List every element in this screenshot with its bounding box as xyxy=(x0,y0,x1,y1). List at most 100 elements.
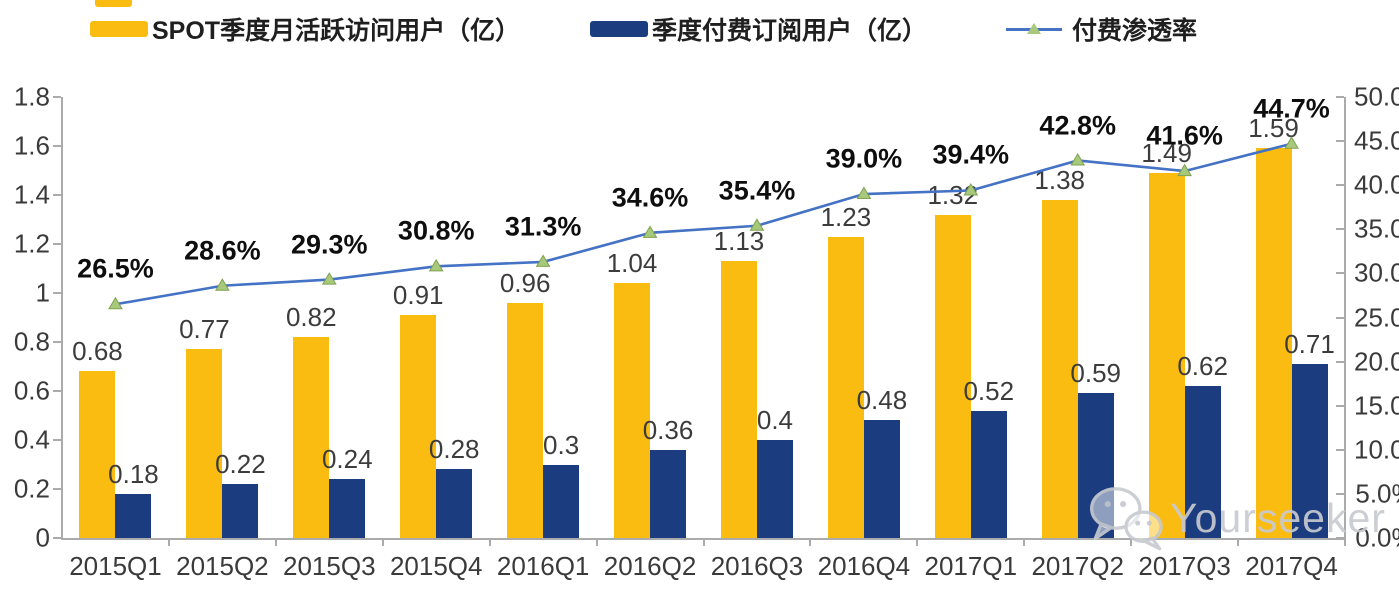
mau-bar xyxy=(400,315,437,538)
x-axis-tick xyxy=(595,538,598,546)
subs-value-label: 0.3 xyxy=(543,429,580,460)
subs-bar xyxy=(222,484,259,538)
x-axis-label: 2017Q3 xyxy=(1138,551,1231,581)
x-axis-tick xyxy=(1344,538,1346,546)
left-axis-tick xyxy=(53,145,61,147)
right-axis-tick-label: 45.0% xyxy=(1354,125,1399,156)
left-axis-tick xyxy=(53,292,61,294)
x-axis-label: 2017Q1 xyxy=(924,551,1018,581)
right-axis-tick-label: 10.0% xyxy=(1354,434,1399,465)
mau-value-label: 0.82 xyxy=(285,301,337,332)
x-axis-tick xyxy=(167,538,170,546)
left-axis-tick-label: 1.6 xyxy=(13,130,50,161)
penetration-marker xyxy=(428,258,444,272)
mau-value-label: 1.38 xyxy=(1034,164,1086,195)
left-axis-tick xyxy=(53,243,61,245)
penetration-marker xyxy=(642,225,658,238)
subs-value-label: 0.28 xyxy=(428,434,480,465)
mau-value-label: 1.23 xyxy=(820,201,872,232)
right-axis-tick xyxy=(1336,316,1344,319)
penetration-label: 39.0% xyxy=(825,143,903,174)
subs-bar xyxy=(115,493,152,538)
subs-value-label: 0.22 xyxy=(215,448,266,479)
left-axis-tick-label: 0.2 xyxy=(13,473,50,504)
penetration-label: 28.6% xyxy=(184,235,261,266)
cropped-legend-fragment xyxy=(95,0,132,7)
legend-item-subs: 季度付费订阅用户（亿） xyxy=(590,12,927,46)
subs-bar xyxy=(543,464,580,538)
left-axis-tick xyxy=(53,390,61,392)
subs-bar xyxy=(329,479,366,538)
right-axis-line xyxy=(1344,97,1346,540)
subs-value-label: 0.62 xyxy=(1177,350,1228,381)
left-axis-line xyxy=(61,97,63,540)
x-axis-tick xyxy=(702,538,705,546)
left-axis-tick-label: 1 xyxy=(35,277,50,308)
mau-value-label: 0.91 xyxy=(392,279,444,310)
subs-bar xyxy=(650,449,687,538)
subs-bar xyxy=(436,469,473,538)
subs-bar xyxy=(756,440,793,538)
mau-legend-swatch xyxy=(90,21,148,37)
left-axis-tick-label: 0.4 xyxy=(13,424,50,455)
x-axis-label: 2016Q2 xyxy=(603,551,697,581)
x-axis-label: 2015Q2 xyxy=(176,551,269,581)
penetration-marker xyxy=(856,186,872,200)
right-axis-tick xyxy=(1336,448,1344,451)
penetration-label: 41.6% xyxy=(1146,120,1223,151)
x-axis-label: 2017Q4 xyxy=(1245,551,1338,581)
x-axis-tick xyxy=(1237,538,1240,546)
watermark: Yourseeker xyxy=(1088,485,1386,551)
subs-value-label: 0.48 xyxy=(856,385,908,416)
left-axis-tick xyxy=(53,439,61,441)
right-axis-tick-label: 50.0% xyxy=(1354,81,1399,112)
wechat-icon xyxy=(1090,487,1163,551)
subs-value-label: 0.52 xyxy=(963,375,1015,406)
mau-bar xyxy=(720,261,757,538)
subs-value-label: 0.4 xyxy=(756,404,794,435)
right-axis-tick xyxy=(1336,184,1344,187)
right-axis-tick-label: 40.0% xyxy=(1354,169,1399,200)
x-axis-label: 2015Q4 xyxy=(389,551,483,581)
subs-value-label: 0.36 xyxy=(642,414,694,445)
penetration-marker xyxy=(1070,153,1086,166)
triangle-marker-icon xyxy=(1027,23,1041,34)
penetration-label: 39.4% xyxy=(932,139,1010,170)
right-axis-tick-label: 5.0% xyxy=(1355,478,1399,509)
right-axis-tick xyxy=(1336,140,1344,143)
right-axis-tick-label: 15.0% xyxy=(1354,390,1399,421)
right-axis-tick-label: 35.0% xyxy=(1354,213,1399,244)
x-axis-label: 2016Q3 xyxy=(710,551,804,581)
x-axis-tick xyxy=(809,538,812,546)
mau-value-label: 1.04 xyxy=(606,248,658,279)
left-axis-tick-label: 1.8 xyxy=(13,81,50,112)
penetration-label: 35.4% xyxy=(718,175,796,206)
penetration-legend-label: 付费渗透率 xyxy=(1072,17,1198,45)
subs-legend-label: 季度付费订阅用户（亿） xyxy=(652,17,928,45)
penetration-label: 26.5% xyxy=(77,253,154,284)
penetration-label: 44.7% xyxy=(1253,93,1330,124)
right-axis-tick-label: 25.0% xyxy=(1354,302,1399,332)
x-axis-tick xyxy=(488,538,491,546)
subs-value-label: 0.18 xyxy=(108,458,159,489)
penetration-marker xyxy=(214,278,230,291)
left-axis-tick-label: 1.2 xyxy=(13,228,50,259)
left-axis-tick-label: 0.6 xyxy=(13,375,50,406)
mau-legend-label: SPOT季度月活跃访问用户（亿） xyxy=(152,17,521,45)
left-axis-tick xyxy=(53,537,61,539)
right-axis-tick xyxy=(1336,537,1344,539)
left-axis-tick xyxy=(53,341,61,343)
x-axis-label: 2016Q4 xyxy=(817,551,911,581)
penetration-label: 29.3% xyxy=(291,228,368,259)
penetration-legend-marker xyxy=(1006,21,1062,37)
x-axis-label: 2015Q1 xyxy=(69,551,162,581)
x-axis-label: 2017Q2 xyxy=(1031,551,1124,581)
left-axis-tick-label: 1.4 xyxy=(13,179,50,210)
x-axis-tick xyxy=(274,538,277,546)
right-axis-tick-label: 30.0% xyxy=(1354,257,1399,288)
right-axis-tick xyxy=(1336,492,1344,495)
penetration-line xyxy=(115,142,1292,306)
subs-bar xyxy=(1291,364,1328,538)
penetration-marker xyxy=(108,296,123,310)
left-axis-tick xyxy=(53,488,61,490)
